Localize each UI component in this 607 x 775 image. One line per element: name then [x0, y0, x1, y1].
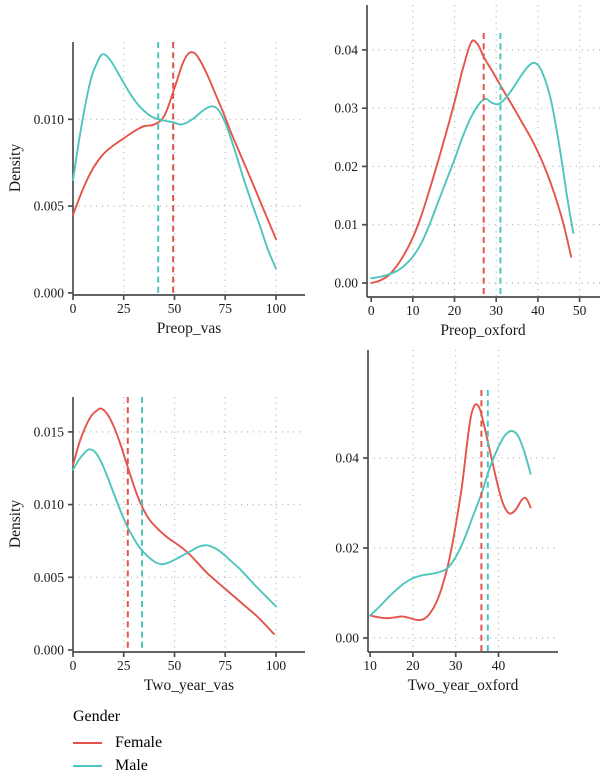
tick-or-axis-label: 0.02	[335, 541, 359, 556]
tick-or-axis-label: 0.00	[335, 631, 359, 646]
tick-or-axis-label: 0.015	[34, 424, 65, 439]
legend-item-male: Male	[73, 754, 162, 775]
tick-or-axis-label: 75	[218, 301, 232, 316]
female-density-curve	[370, 39, 573, 284]
tick-or-axis-label: 50	[168, 301, 182, 316]
legend-label-male: Male	[115, 756, 148, 774]
panel-preop_vas: 0 25 50 75 100 0.000 0.005 0.010 Preop_vas Densit…	[7, 42, 305, 337]
tick-or-axis-label: 75	[218, 658, 232, 673]
panel-two_year_oxford: 10 20 30 40 0.00 0.02 0.04 Two_year_oxford	[335, 350, 558, 694]
x-axis-label: Preop_oxford	[440, 322, 525, 339]
tick-or-axis-label: 0.02	[334, 159, 358, 174]
tick-or-axis-label: 0	[368, 303, 375, 318]
legend-label-female: Female	[115, 733, 163, 751]
panel-two_year_vas: 0 25 50 75 100 0.000 0.005 0.010 0.015 Two_year_v…	[7, 397, 305, 694]
tick-or-axis-label: 100	[266, 301, 287, 316]
tick-or-axis-label: 25	[117, 301, 131, 316]
tick-or-axis-label: 0.005	[34, 199, 65, 214]
tick-or-axis-label: 0	[70, 301, 77, 316]
female-density-curve	[72, 51, 277, 241]
panel-preop_oxford: 0 10 20 30 40 50 0.00 0.01 0.02 0.03 0.04 Preop_oxf…	[334, 5, 600, 339]
tick-or-axis-label: 100	[266, 658, 287, 673]
tick-or-axis-label: 30	[449, 658, 463, 673]
tick-or-axis-label: 10	[363, 658, 377, 673]
tick-or-axis-label: 0.04	[334, 42, 358, 57]
tick-or-axis-label: 0.03	[334, 101, 358, 116]
tick-or-axis-label: 20	[448, 303, 462, 318]
y-axis-label: Density	[7, 144, 24, 192]
tick-or-axis-label: 25	[117, 658, 131, 673]
tick-or-axis-label: 20	[406, 658, 420, 673]
tick-or-axis-label: 10	[406, 303, 420, 318]
tick-or-axis-label: 40	[492, 658, 506, 673]
tick-or-axis-label: 0.04	[335, 451, 359, 466]
y-axis-label: Density	[7, 500, 24, 548]
female-line-swatch	[73, 741, 102, 744]
tick-or-axis-label: 0.000	[34, 285, 65, 300]
male-line-swatch	[73, 764, 102, 767]
male-density-curve	[369, 430, 532, 617]
legend-item-female: Female	[73, 731, 162, 754]
x-axis-label: Two_year_vas	[144, 677, 234, 694]
legend: Gender Female Male	[73, 708, 162, 775]
x-axis-label: Two_year_oxford	[408, 677, 519, 694]
tick-or-axis-label: 0.005	[34, 570, 65, 585]
male-density-curve	[370, 61, 575, 280]
male-density-curve	[72, 448, 277, 608]
legend-title: Gender	[73, 708, 121, 725]
male-density-curve	[72, 53, 277, 270]
tick-or-axis-label: 0.01	[334, 217, 358, 232]
tick-or-axis-label: 50	[573, 303, 587, 318]
tick-or-axis-label: 40	[531, 303, 545, 318]
x-axis-label: Preop_vas	[157, 320, 222, 337]
female-density-curve	[369, 403, 532, 622]
tick-or-axis-label: 0.010	[34, 497, 65, 512]
tick-or-axis-label: 0.000	[34, 643, 65, 658]
tick-or-axis-label: 0.010	[34, 112, 65, 127]
tick-or-axis-label: 30	[489, 303, 503, 318]
tick-or-axis-label: 50	[168, 658, 182, 673]
tick-or-axis-label: 0	[70, 658, 77, 673]
female-density-curve	[72, 407, 275, 635]
tick-or-axis-label: 0.00	[334, 276, 358, 291]
